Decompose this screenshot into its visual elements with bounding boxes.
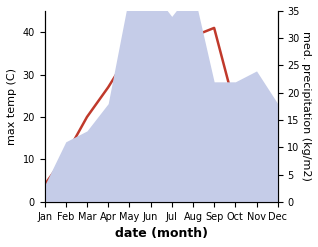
Y-axis label: max temp (C): max temp (C) [7,68,17,145]
Y-axis label: med. precipitation (kg/m2): med. precipitation (kg/m2) [301,31,311,181]
X-axis label: date (month): date (month) [115,227,208,240]
